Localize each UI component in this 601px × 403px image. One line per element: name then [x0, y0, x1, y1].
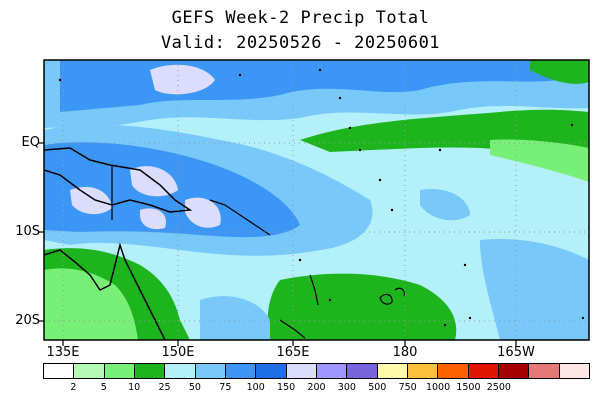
colorbar-label: 75: [219, 382, 232, 393]
map-subtitle: Valid: 20250526 - 20250601: [160, 33, 441, 53]
colorbar-cell: [316, 364, 348, 378]
colorbar-cell: [407, 364, 439, 378]
colorbar-label: 300: [337, 382, 356, 393]
coastline-australia: [44, 242, 166, 340]
colorbar-label: 2: [70, 382, 77, 393]
colorbar-cell: [225, 364, 257, 378]
colorbar: [43, 363, 590, 379]
precip-blue-south: [200, 296, 270, 340]
precip-lavender-1: [70, 186, 112, 215]
colorbar-cell: [44, 364, 75, 378]
lat-label-20s: 20S: [15, 313, 40, 328]
precip-green-north: [530, 60, 589, 84]
colorbar-label: 200: [307, 382, 326, 393]
coastline-fiji: [379, 287, 405, 305]
colorbar-cell: [498, 364, 530, 378]
colorbar-cell: [134, 364, 166, 378]
colorbar-cell: [104, 364, 135, 378]
colorbar-label: 1000: [425, 382, 451, 393]
lon-label-180: 180: [392, 345, 418, 360]
precip-lavender-4: [140, 208, 166, 230]
colorbar-cell: [165, 364, 196, 378]
graticule: [44, 60, 589, 340]
colorbar-label: 1500: [456, 382, 481, 393]
colorbar-label: 10: [128, 382, 141, 393]
map-frame: [43, 59, 590, 341]
precip-lavender-3: [185, 197, 221, 228]
colorbar-cell: [529, 364, 560, 378]
colorbar-cell: [256, 364, 287, 378]
colorbar-cell: [195, 364, 226, 378]
colorbar-label: 5: [100, 382, 107, 393]
precip-lightgreen-equator: [490, 139, 589, 182]
colorbar-cell: [74, 364, 105, 378]
coastline-new-guinea: [44, 147, 193, 213]
precip-blue-east: [420, 189, 470, 221]
colorbar-cell: [559, 364, 589, 378]
colorbar-cell: [377, 364, 408, 378]
colorbar-cell: [347, 364, 378, 378]
colorbar-label: 2500: [486, 382, 511, 393]
colorbar-label: 50: [188, 382, 201, 393]
colorbar-cell: [438, 364, 469, 378]
colorbar-label: 25: [158, 382, 171, 393]
map-title: GEFS Week-2 Precip Total: [171, 8, 430, 28]
lon-label-165e: 165E: [276, 345, 310, 360]
coastline-solomons: [209, 199, 271, 236]
island-dots: [58, 68, 585, 327]
lon-label-165w: 165W: [497, 345, 535, 360]
coastline-new-caledonia: [279, 319, 306, 339]
coastline-vanuatu: [309, 274, 319, 306]
lon-label-150e: 150E: [161, 345, 195, 360]
lon-label-135e: 135E: [46, 345, 80, 360]
colorbar-label: 500: [368, 382, 387, 393]
map-ticks: [38, 142, 517, 346]
colorbar-label: 100: [246, 382, 265, 393]
precip-lightgreen-australia: [44, 268, 138, 340]
colorbar-label: 750: [398, 382, 417, 393]
colorbar-cell: [468, 364, 499, 378]
colorbar-cell: [286, 364, 317, 378]
precip-green-equator: [300, 109, 589, 170]
precip-blue-se: [480, 239, 589, 340]
colorbar-label: 150: [277, 382, 296, 393]
lat-label-10s: 10S: [15, 224, 40, 239]
precip-lavender-north: [150, 64, 215, 95]
lat-label-eq: EQ: [21, 135, 40, 150]
